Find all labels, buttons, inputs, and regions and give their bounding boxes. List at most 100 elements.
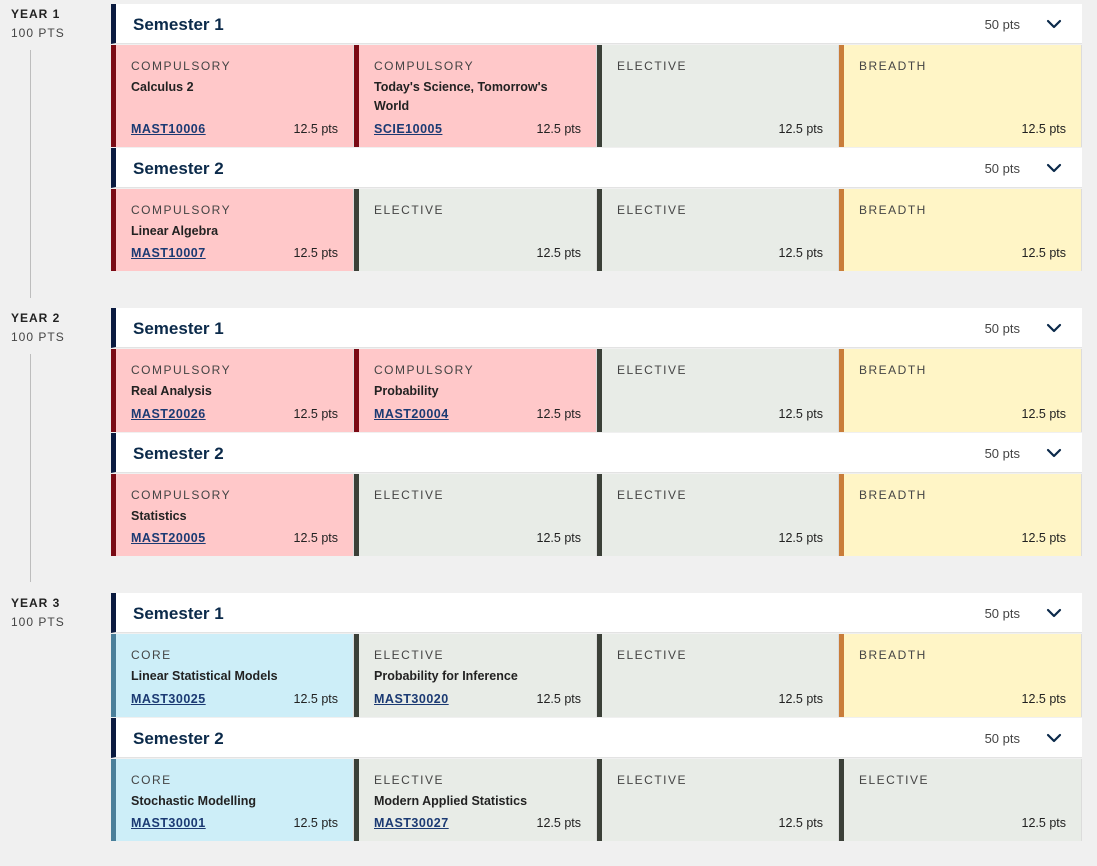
year-points: 100 PTS (11, 330, 65, 344)
subject-code-link[interactable]: MAST20004 (374, 407, 449, 421)
subject-code-link[interactable]: MAST20026 (131, 407, 206, 421)
chevron-down-icon[interactable] (1045, 729, 1063, 747)
subject-card[interactable]: ELECTIVE Modern Applied Statistics MAST300… (354, 759, 597, 841)
subject-points: 12.5 pts (778, 122, 823, 136)
year-points: 100 PTS (11, 615, 65, 629)
semester-title: Semester 2 (133, 159, 224, 178)
subject-type: ELECTIVE (859, 773, 930, 787)
subject-type: ELECTIVE (617, 648, 688, 662)
semester-title: Semester 1 (133, 319, 224, 338)
subject-type: ELECTIVE (617, 203, 688, 217)
subject-type: CORE (131, 648, 172, 662)
subject-type: ELECTIVE (617, 773, 688, 787)
subject-points: 12.5 pts (1021, 692, 1066, 706)
subject-card[interactable]: COMPULSORY Probability MAST20004 12.5 pts (354, 349, 597, 432)
semester-header[interactable]: Semester 2 50 pts (111, 148, 1082, 188)
subject-type: BREADTH (859, 59, 927, 73)
semester-points: 50 pts (984, 606, 1020, 621)
subject-code-link[interactable]: MAST10006 (131, 122, 206, 136)
subject-card[interactable]: CORE Linear Statistical Models MAST30025 12… (111, 634, 354, 717)
subject-card[interactable]: BREADTH 12.5 pts (839, 45, 1082, 147)
subject-card[interactable]: ELECTIVE 12.5 pts (354, 189, 597, 271)
subject-card[interactable]: ELECTIVE 12.5 pts (597, 474, 839, 556)
subject-card[interactable]: ELECTIVE 12.5 pts (597, 349, 839, 432)
semester-points: 50 pts (984, 321, 1020, 336)
subject-card[interactable]: BREADTH 12.5 pts (839, 189, 1082, 271)
subject-card[interactable]: COMPULSORY Today's Science, Tomorrow's Wo… (354, 45, 597, 147)
subject-code-link[interactable]: MAST30020 (374, 692, 449, 706)
subject-card[interactable]: ELECTIVE 12.5 pts (597, 189, 839, 271)
subject-type: CORE (131, 773, 172, 787)
subject-points: 12.5 pts (1021, 816, 1066, 830)
semester-header[interactable]: Semester 2 50 pts (111, 718, 1082, 758)
subject-card[interactable]: ELECTIVE 12.5 pts (354, 474, 597, 556)
timeline-line (30, 354, 31, 582)
subject-card[interactable]: COMPULSORY Real Analysis MAST20026 12.5 pts (111, 349, 354, 432)
subject-type: COMPULSORY (131, 59, 232, 73)
subject-type: COMPULSORY (131, 203, 232, 217)
subject-points: 12.5 pts (536, 407, 581, 421)
year-title: YEAR 2 (11, 311, 61, 325)
subject-name: Linear Algebra (131, 224, 219, 238)
subject-card[interactable]: BREADTH 12.5 pts (839, 634, 1082, 717)
subject-type: COMPULSORY (131, 488, 232, 502)
subject-card[interactable]: ELECTIVE Probability for Inference MAST300… (354, 634, 597, 717)
subject-name: Probability (374, 384, 439, 398)
chevron-down-icon[interactable] (1045, 15, 1063, 33)
subject-points: 12.5 pts (1021, 246, 1066, 260)
subject-type: BREADTH (859, 203, 927, 217)
subject-row: CORE Stochastic Modelling MAST30001 12.5 pt… (111, 759, 1082, 841)
subject-card[interactable]: ELECTIVE 12.5 pts (839, 759, 1082, 841)
subject-type: COMPULSORY (131, 363, 232, 377)
subject-type: COMPULSORY (374, 363, 475, 377)
subject-points: 12.5 pts (778, 816, 823, 830)
subject-row: CORE Linear Statistical Models MAST30025 12… (111, 634, 1082, 717)
subject-code-link[interactable]: MAST30001 (131, 816, 206, 830)
subject-type: BREADTH (859, 363, 927, 377)
subject-points: 12.5 pts (1021, 122, 1066, 136)
semester-header[interactable]: Semester 1 50 pts (111, 593, 1082, 633)
subject-card[interactable]: ELECTIVE 12.5 pts (597, 45, 839, 147)
chevron-down-icon[interactable] (1045, 604, 1063, 622)
subject-type: BREADTH (859, 648, 927, 662)
chevron-down-icon[interactable] (1045, 319, 1063, 337)
chevron-down-icon[interactable] (1045, 444, 1063, 462)
semester-header[interactable]: Semester 2 50 pts (111, 433, 1082, 473)
subject-card[interactable]: BREADTH 12.5 pts (839, 349, 1082, 432)
semester-title: Semester 1 (133, 15, 224, 34)
subject-type: ELECTIVE (374, 773, 445, 787)
subject-card[interactable]: COMPULSORY Linear Algebra MAST10007 12.5 pt… (111, 189, 354, 271)
subject-type: ELECTIVE (374, 488, 445, 502)
subject-row: COMPULSORY Real Analysis MAST20026 12.5 pts… (111, 349, 1082, 432)
semester-header[interactable]: Semester 1 50 pts (111, 4, 1082, 44)
year-label: YEAR 3 100 PTS (11, 594, 65, 632)
subject-card[interactable]: ELECTIVE 12.5 pts (597, 634, 839, 717)
year-title: YEAR 3 (11, 596, 61, 610)
subject-name: Calculus 2 (131, 80, 194, 94)
semester-header[interactable]: Semester 1 50 pts (111, 308, 1082, 348)
chevron-down-icon[interactable] (1045, 159, 1063, 177)
subject-points: 12.5 pts (778, 407, 823, 421)
semester-title: Semester 2 (133, 729, 224, 748)
subject-points: 12.5 pts (536, 692, 581, 706)
subject-code-link[interactable]: MAST30027 (374, 816, 449, 830)
subject-card[interactable]: COMPULSORY Statistics MAST20005 12.5 pts (111, 474, 354, 556)
subject-card[interactable]: BREADTH 12.5 pts (839, 474, 1082, 556)
subject-code-link[interactable]: MAST30025 (131, 692, 206, 706)
subject-points: 12.5 pts (293, 246, 338, 260)
subject-name: Real Analysis (131, 384, 212, 398)
subject-code-link[interactable]: MAST10007 (131, 246, 206, 260)
subject-points: 12.5 pts (293, 531, 338, 545)
subject-points: 12.5 pts (536, 246, 581, 260)
subject-name: Statistics (131, 509, 187, 523)
semester-points: 50 pts (984, 731, 1020, 746)
subject-card[interactable]: ELECTIVE 12.5 pts (597, 759, 839, 841)
subject-type: BREADTH (859, 488, 927, 502)
subject-points: 12.5 pts (778, 531, 823, 545)
subject-card[interactable]: COMPULSORY Calculus 2 MAST10006 12.5 pts (111, 45, 354, 147)
subject-card[interactable]: CORE Stochastic Modelling MAST30001 12.5 pt… (111, 759, 354, 841)
semester-points: 50 pts (984, 17, 1020, 32)
subject-code-link[interactable]: MAST20005 (131, 531, 206, 545)
semester-title: Semester 2 (133, 444, 224, 463)
subject-code-link[interactable]: SCIE10005 (374, 122, 443, 136)
